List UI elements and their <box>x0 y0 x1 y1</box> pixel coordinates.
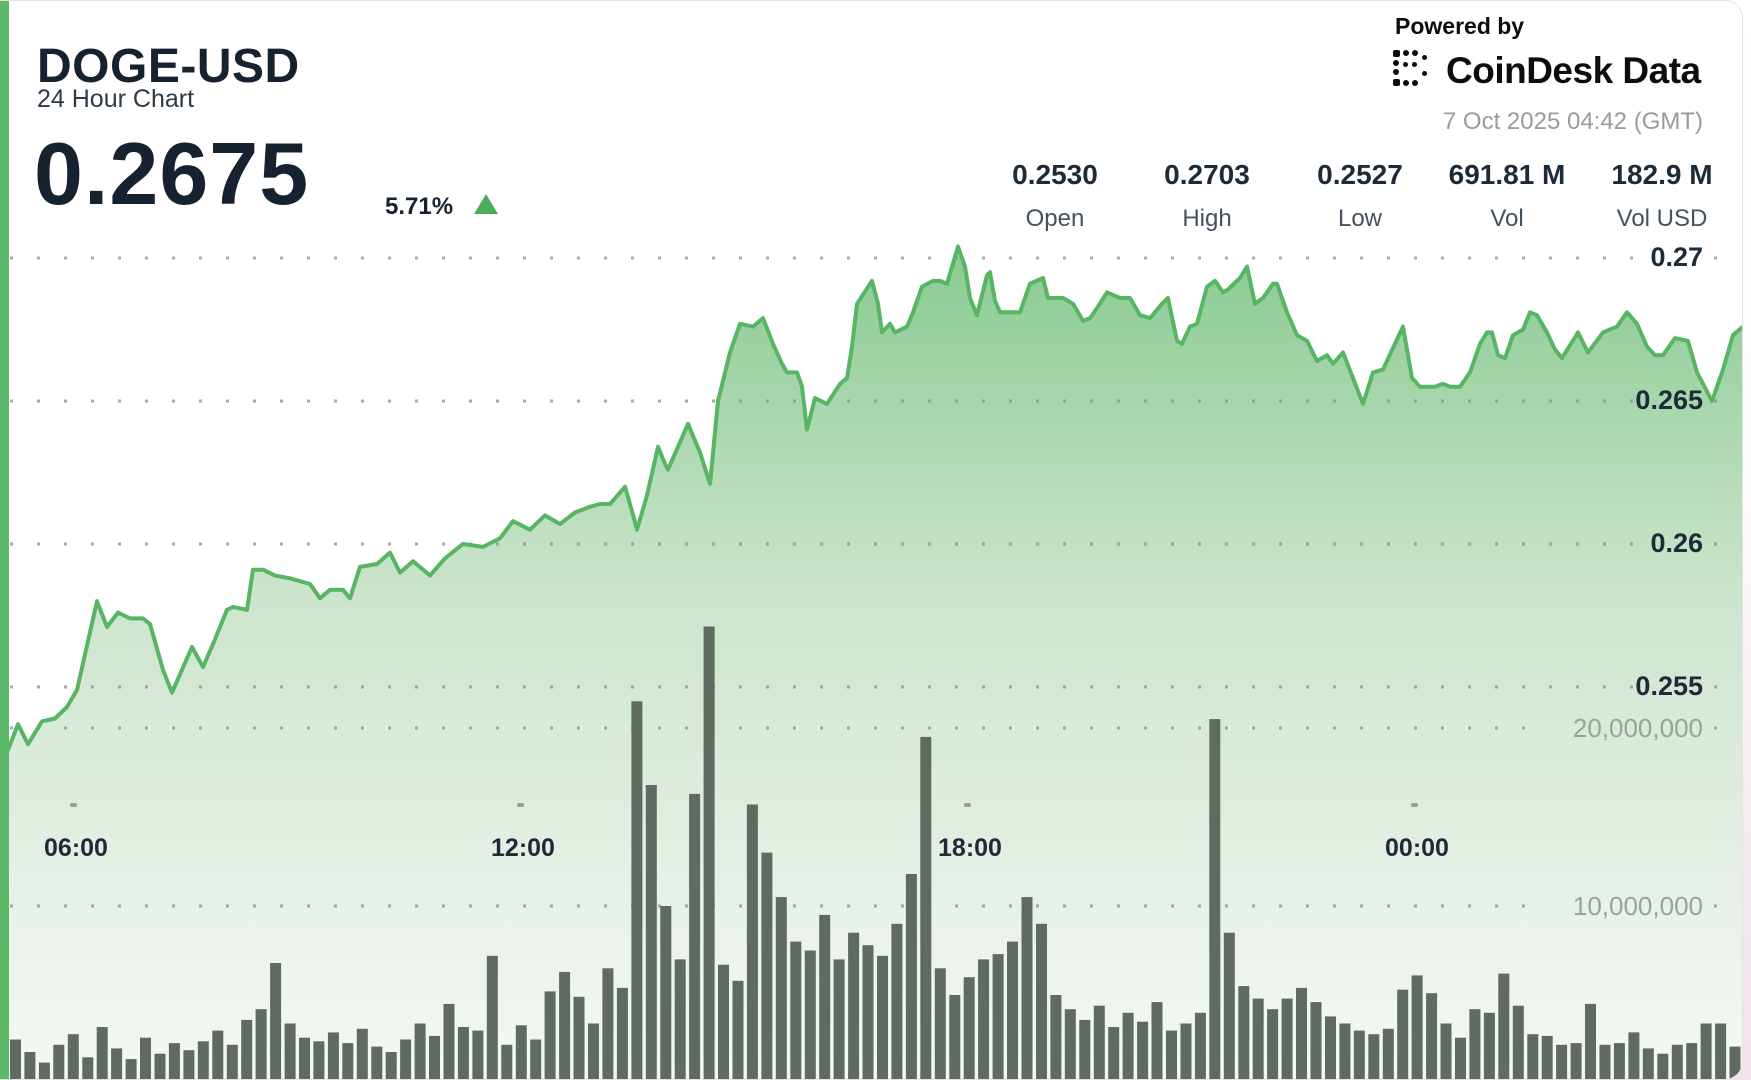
left-accent-bar <box>0 1 9 1079</box>
